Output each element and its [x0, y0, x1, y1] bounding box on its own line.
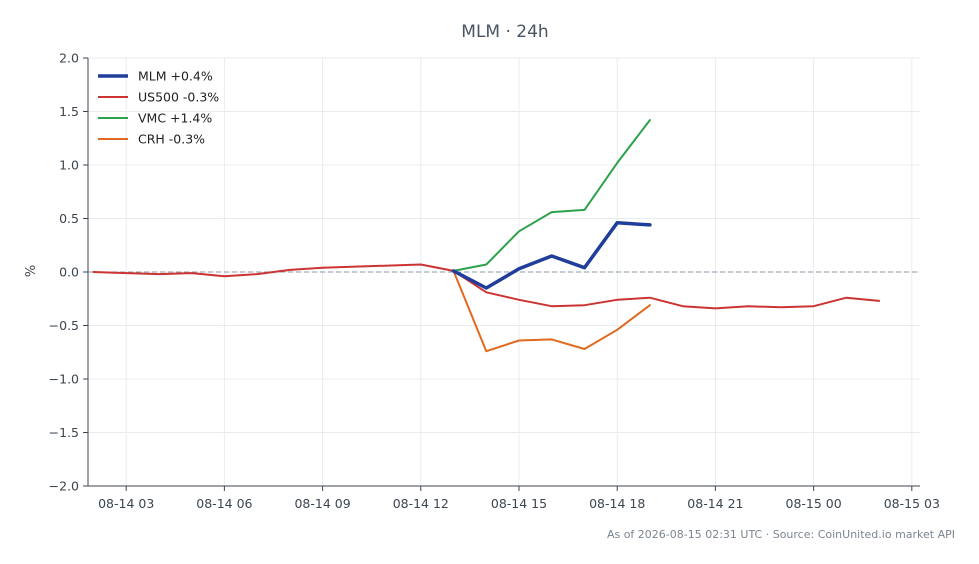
y-tick-label: 1.0: [59, 158, 79, 173]
series-line-us500: [92, 263, 881, 310]
y-tick-label: −1.0: [49, 372, 79, 387]
y-tick-label: 0.0: [59, 265, 79, 280]
chart-title: MLM · 24h: [461, 22, 548, 42]
legend-label-mlm: MLM +0.4%: [138, 69, 213, 84]
x-tick-label: 08-14 15: [491, 496, 547, 511]
y-tick-label: −0.5: [49, 318, 79, 333]
x-tick-label: 08-14 21: [687, 496, 743, 511]
x-tick-label: 08-14 03: [98, 496, 154, 511]
y-tick-label: −2.0: [49, 479, 79, 494]
x-tick-label: 08-14 06: [196, 496, 252, 511]
axes: 2.0 1.5 1.0 0.5 0.0 −0.5 −1.0 −1.5 −2.0 08-14 03 0…: [49, 51, 940, 512]
legend-label-crh: CRH -0.3%: [138, 132, 205, 147]
y-axis-label: %: [24, 265, 39, 277]
source-footer: As of 2026-08-15 02:31 UTC · Source: Coi…: [607, 528, 955, 541]
series-line-mlm: [451, 221, 652, 290]
y-tick-label: 1.5: [59, 104, 79, 119]
legend: MLM +0.4% US500 -0.3% VMC +1.4% CRH -0.3%: [98, 69, 219, 147]
x-tick-label: 08-14 12: [393, 496, 449, 511]
series-layer: [92, 119, 881, 353]
y-tick-label: −1.5: [49, 425, 79, 440]
series-line-vmc: [452, 119, 651, 272]
x-tick-label: 08-14 18: [589, 496, 645, 511]
x-tick-label: 08-14 09: [294, 496, 350, 511]
y-tick-label: 2.0: [59, 51, 79, 66]
x-tick-label: 08-15 00: [786, 496, 842, 511]
legend-label-vmc: VMC +1.4%: [138, 111, 212, 126]
legend-label-us500: US500 -0.3%: [138, 90, 219, 105]
x-tick-label: 08-15 03: [884, 496, 940, 511]
y-tick-label: 0.5: [59, 211, 79, 226]
series-line-crh: [452, 269, 651, 353]
